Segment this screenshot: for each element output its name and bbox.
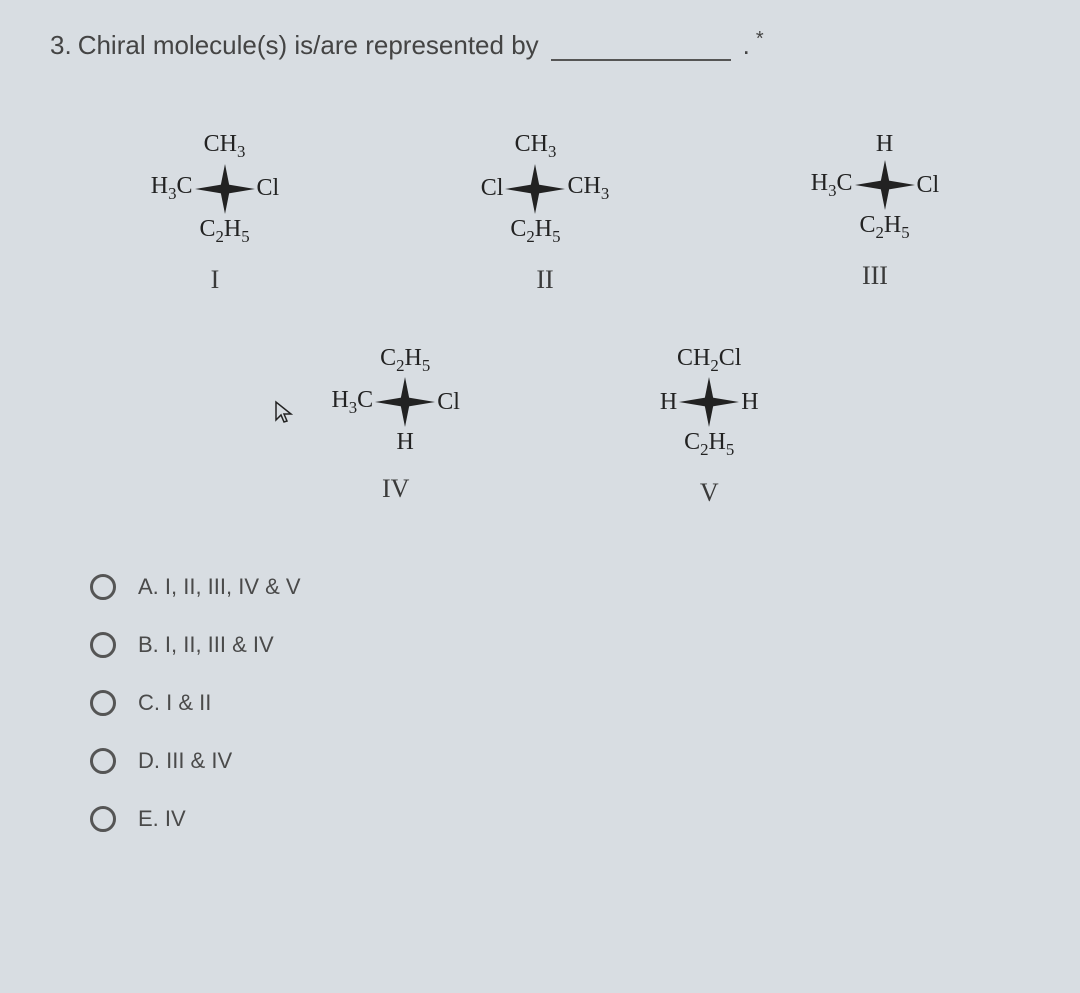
group-bottom: H [397, 427, 414, 456]
group-top: C2H5 [380, 345, 430, 378]
group-right: Cl [915, 172, 940, 199]
structure-IV: C2H5 H3C Cl H IV [331, 345, 459, 509]
bond-cross [679, 377, 739, 427]
group-bottom: C2H5 [684, 427, 734, 460]
structure-label: II [536, 265, 553, 295]
group-top: CH3 [515, 131, 557, 164]
group-left: H3C [811, 170, 855, 201]
structure-label: III [862, 261, 888, 291]
group-right: CH3 [565, 173, 609, 204]
group-left: H3C [331, 387, 375, 418]
bond-cross [855, 160, 915, 210]
structure-I: CH3 H3C Cl C2H5 I [151, 131, 279, 295]
bond-cross [505, 164, 565, 214]
question-prompt: 3. Chiral molecule(s) is/are represented… [50, 30, 1040, 61]
required-asterisk: * [756, 28, 764, 51]
group-left: H3C [151, 173, 195, 204]
question-terminator: . [743, 30, 750, 61]
option-E[interactable]: E. IV [90, 790, 1040, 848]
group-top: CH2Cl [677, 345, 741, 378]
structure-row-2: C2H5 H3C Cl H IV CH2Cl H [50, 345, 1040, 509]
group-right: Cl [435, 389, 460, 416]
bond-cross [375, 377, 435, 427]
bond-cross [195, 164, 255, 214]
radio-icon [90, 806, 116, 832]
group-right: H [739, 389, 758, 416]
blank-underline [551, 41, 731, 61]
structure-II: CH3 Cl CH3 C2H5 II [481, 131, 609, 295]
group-right: Cl [255, 175, 280, 202]
option-C[interactable]: C. I & II [90, 674, 1040, 732]
structure-label: V [700, 478, 719, 508]
structure-V: CH2Cl H H C2H5 V [660, 345, 759, 509]
option-B[interactable]: B. I, II, III & IV [90, 616, 1040, 674]
group-bottom: C2H5 [859, 210, 909, 243]
answer-options: A. I, II, III, IV & V B. I, II, III & IV… [90, 558, 1040, 848]
structure-III: H H3C Cl C2H5 III [811, 131, 939, 295]
cursor-icon [274, 400, 294, 430]
structure-label: IV [382, 474, 409, 504]
question-text: Chiral molecule(s) is/are represented by [78, 30, 539, 61]
radio-icon [90, 690, 116, 716]
group-left: Cl [481, 175, 506, 202]
question-number: 3. [50, 30, 72, 61]
group-bottom: C2H5 [510, 214, 560, 247]
option-label: C. I & II [138, 690, 211, 716]
radio-icon [90, 632, 116, 658]
option-A[interactable]: A. I, II, III, IV & V [90, 558, 1040, 616]
group-top: H [876, 131, 893, 160]
group-top: CH3 [204, 131, 246, 164]
structure-label: I [211, 265, 220, 295]
option-label: E. IV [138, 806, 186, 832]
structure-row-1: CH3 H3C Cl C2H5 I CH3 Cl [50, 131, 1040, 295]
option-label: B. I, II, III & IV [138, 632, 274, 658]
option-label: D. III & IV [138, 748, 232, 774]
option-label: A. I, II, III, IV & V [138, 574, 301, 600]
radio-icon [90, 574, 116, 600]
group-bottom: C2H5 [199, 214, 249, 247]
option-D[interactable]: D. III & IV [90, 732, 1040, 790]
radio-icon [90, 748, 116, 774]
group-left: H [660, 389, 679, 416]
